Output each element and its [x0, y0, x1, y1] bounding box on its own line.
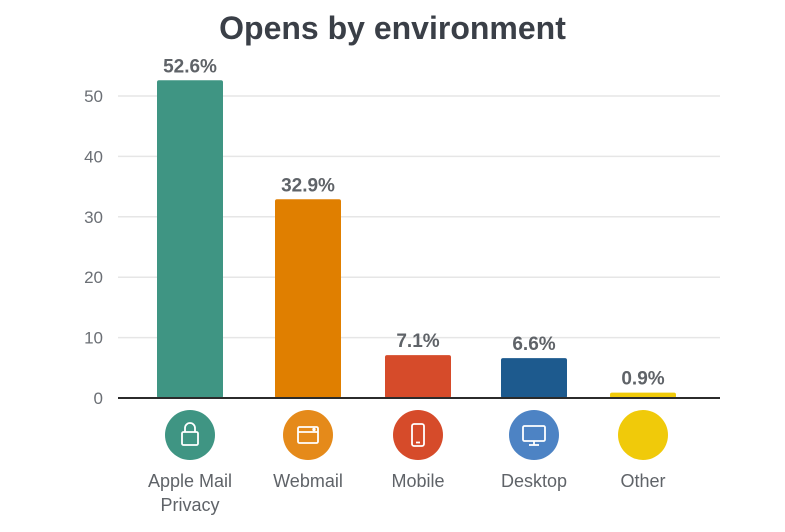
bar-value-label: 32.9% — [281, 175, 335, 196]
category-label: Privacy — [160, 495, 219, 515]
y-tick-label: 30 — [84, 208, 103, 227]
y-tick-label: 20 — [84, 268, 103, 287]
y-tick-label: 50 — [84, 87, 103, 106]
category-icons — [165, 410, 668, 460]
category-icon-circle — [618, 410, 668, 460]
y-axis: 0 10 20 30 40 50 — [84, 87, 103, 408]
bar — [610, 392, 676, 398]
category-label: Apple Mail — [148, 471, 232, 491]
desktop-monitor-icon — [522, 425, 546, 446]
data-labels: 52.6% 32.9% 7.1% 6.6% 0.9% — [163, 56, 665, 389]
bars — [157, 80, 676, 399]
bar-value-label: 0.9% — [621, 369, 664, 390]
category-label: Mobile — [391, 471, 444, 491]
bar-value-label: 7.1% — [396, 331, 439, 352]
category-label: Desktop — [501, 471, 567, 491]
browser-window-icon — [297, 426, 319, 444]
bar — [157, 80, 223, 399]
category-label: Webmail — [273, 471, 343, 491]
category-icon-circle — [509, 410, 559, 460]
category-labels: Apple Mail Privacy Webmail Mobile Desktop Oth… — [148, 471, 666, 515]
category-icon-circle — [393, 410, 443, 460]
category-icon-circle — [165, 410, 215, 460]
lock-icon — [181, 422, 199, 446]
bar-value-label: 6.6% — [512, 334, 555, 355]
bar — [385, 355, 451, 398]
y-tick-label: 10 — [84, 329, 103, 348]
bar — [275, 199, 341, 398]
phone-icon — [411, 423, 425, 447]
chart-title: Opens by environment — [219, 10, 566, 46]
bar — [501, 358, 567, 398]
y-tick-label: 40 — [84, 147, 103, 166]
category-label: Other — [620, 471, 665, 491]
bar-value-label: 52.6% — [163, 56, 217, 77]
y-tick-label: 0 — [94, 389, 103, 408]
category-icon-circle — [283, 410, 333, 460]
